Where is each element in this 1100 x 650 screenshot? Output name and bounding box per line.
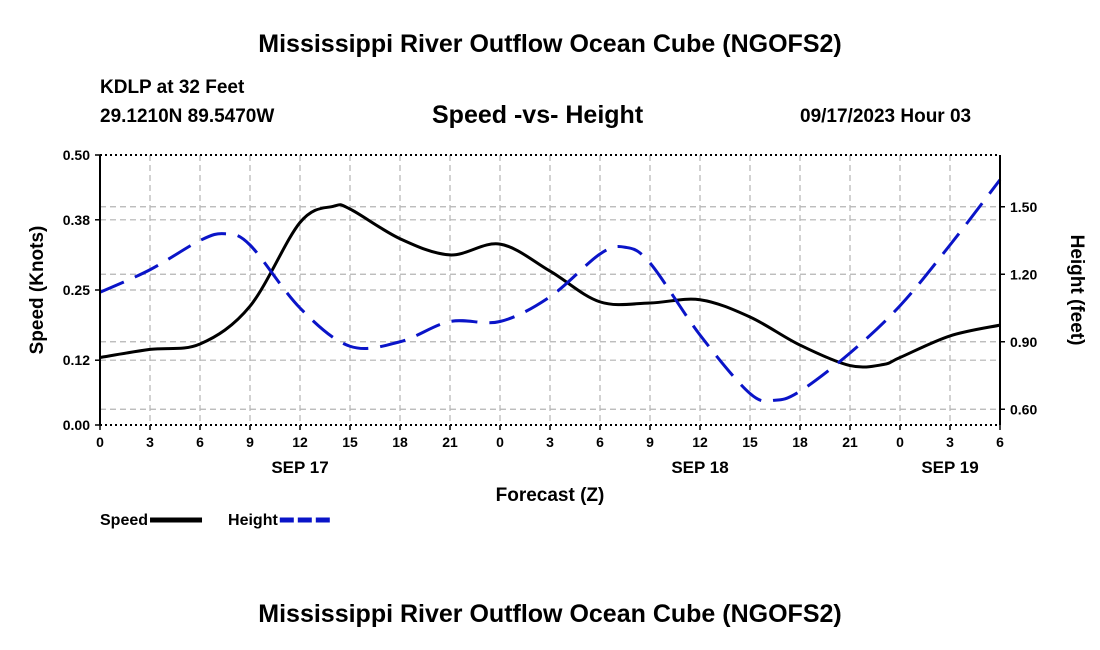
x-tick-label: 21 [442, 434, 458, 450]
y2-axis-title: Height (feet) [1066, 235, 1087, 346]
date-label: SEP 18 [671, 458, 728, 477]
speed-legend-label: Speed [100, 512, 148, 529]
y2-tick-label: 0.60 [1010, 401, 1037, 417]
y2-tick-label: 1.50 [1010, 199, 1037, 215]
x-tick-label: 0 [96, 434, 104, 450]
y-tick-label: 0.38 [63, 212, 90, 228]
x-axis-title: Forecast (Z) [496, 485, 605, 506]
y2-tick-label: 1.20 [1010, 266, 1037, 282]
grid [100, 155, 1000, 425]
y-axis-title: Speed (Knots) [27, 226, 48, 355]
y2-tick-label: 0.90 [1010, 334, 1037, 350]
date-label: SEP 17 [271, 458, 328, 477]
y-tick-label: 0.25 [63, 282, 90, 298]
axes [95, 154, 1005, 430]
x-tick-label: 0 [896, 434, 904, 450]
x-tick-label: 0 [496, 434, 504, 450]
x-tick-label: 21 [842, 434, 858, 450]
x-tick-label: 6 [196, 434, 204, 450]
height-series-line [99, 178, 1002, 403]
speed-series-line [99, 203, 1001, 369]
y-tick-label: 0.00 [63, 417, 90, 433]
legend: Speed Height [100, 512, 332, 529]
forecast-datetime: 09/17/2023 Hour 03 [800, 106, 972, 127]
station-coordinates: 29.1210N 89.5470W [100, 106, 275, 127]
x-tick-label: 18 [392, 434, 408, 450]
page-title-bottom: Mississippi River Outflow Ocean Cube (NG… [258, 600, 842, 628]
station-label: KDLP at 32 Feet [100, 77, 245, 98]
page-title-top: Mississippi River Outflow Ocean Cube (NG… [258, 30, 842, 58]
x-tick-label: 15 [742, 434, 758, 450]
x-tick-label: 9 [246, 434, 254, 450]
y-tick-label: 0.12 [63, 352, 90, 368]
x-tick-label: 18 [792, 434, 808, 450]
tick-labels: 0 3 6 9 12 15 18 21 0 3 6 9 12 15 18 21 0 3 6 SEP 17 SEP 18 S… [27, 147, 1087, 506]
y-tick-label: 0.50 [63, 147, 90, 163]
x-tick-label: 12 [692, 434, 708, 450]
x-tick-label: 9 [646, 434, 654, 450]
date-label: SEP 19 [921, 458, 978, 477]
x-tick-label: 6 [596, 434, 604, 450]
series-lines [99, 178, 1002, 403]
x-tick-label: 3 [146, 434, 154, 450]
height-legend-label: Height [228, 512, 278, 529]
x-tick-label: 6 [996, 434, 1004, 450]
chart-title: Speed -vs- Height [432, 101, 644, 129]
x-tick-label: 3 [546, 434, 554, 450]
x-tick-label: 15 [342, 434, 358, 450]
x-tick-label: 3 [946, 434, 954, 450]
x-tick-label: 12 [292, 434, 308, 450]
